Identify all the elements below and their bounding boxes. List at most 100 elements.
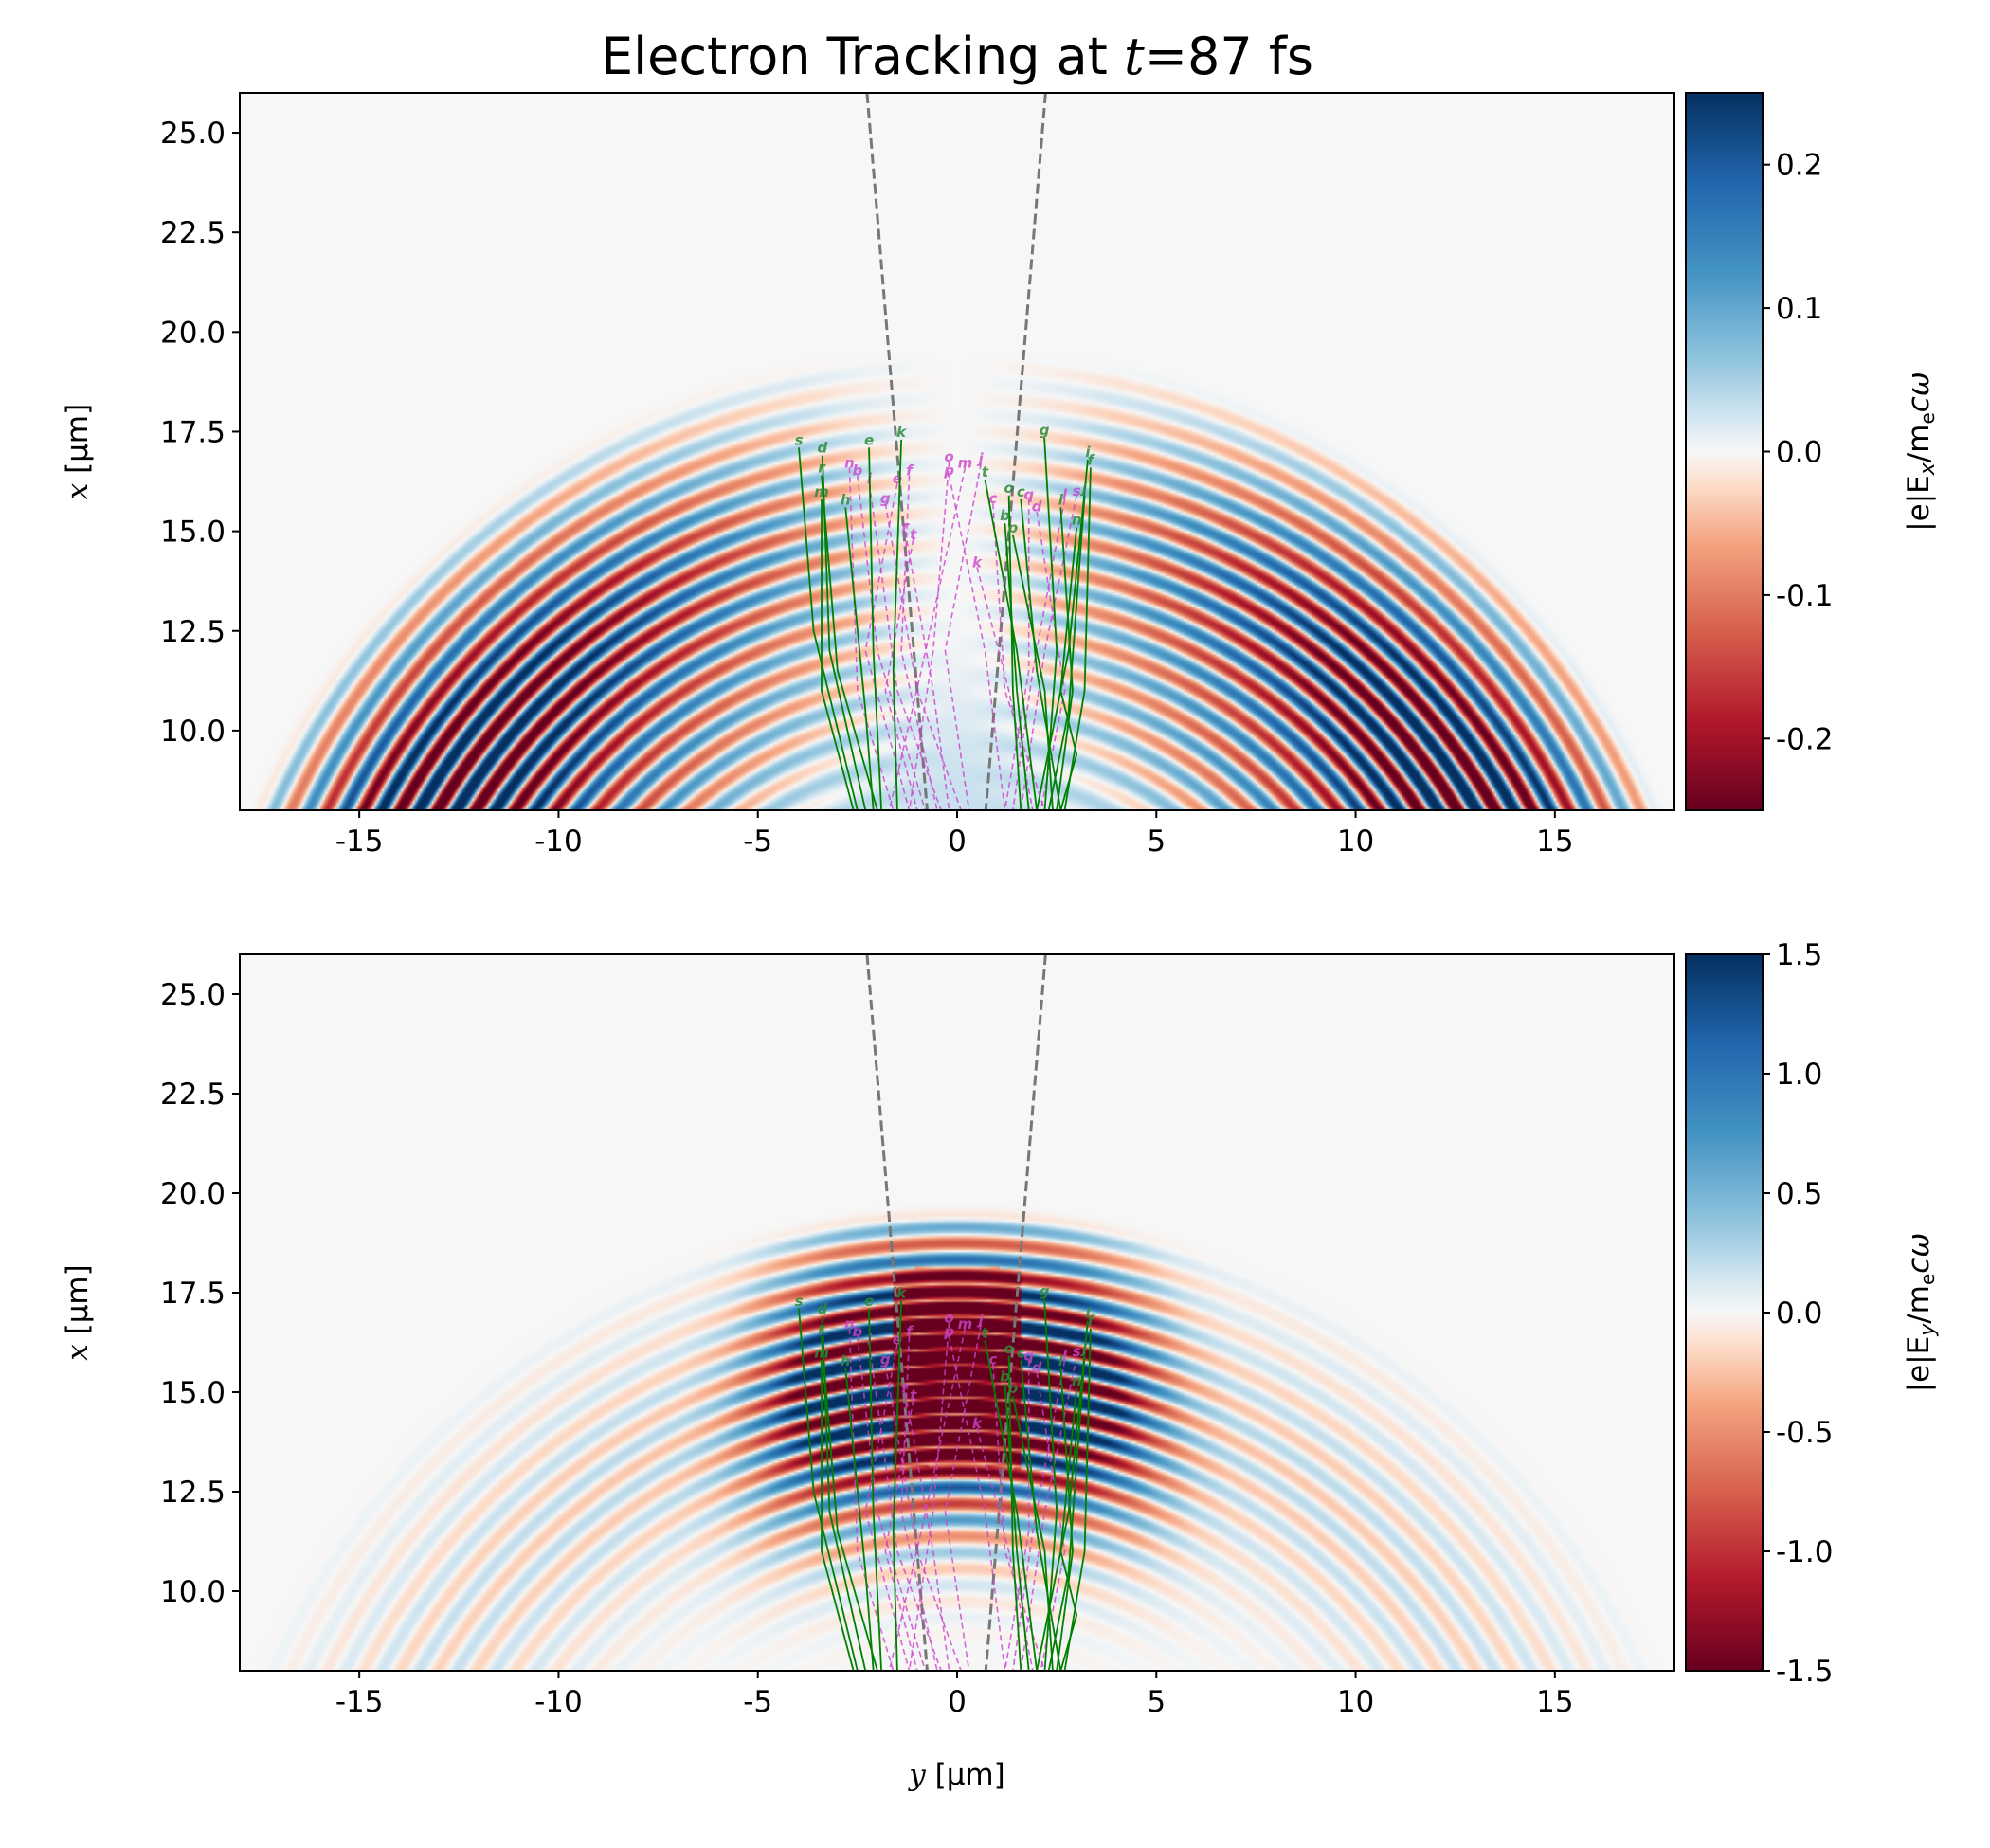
x-tick-label: 15 — [1536, 1685, 1573, 1719]
magenta-trajectory — [1036, 511, 1066, 810]
magenta-trajectory-label: l — [1062, 486, 1068, 503]
green-trajectory-label: f — [1088, 1313, 1096, 1330]
green-trajectory-label: g — [1040, 422, 1050, 439]
y-tick-label: 17.5 — [160, 1277, 226, 1311]
green-trajectory-label: n — [1072, 511, 1082, 528]
x-tick-label: 0 — [948, 824, 967, 859]
green-trajectory-label: p — [1007, 1380, 1019, 1397]
colorbar-tick-label: 0.1 — [1776, 292, 1822, 326]
magenta-trajectory — [848, 1328, 895, 1671]
green-trajectory-label: m — [814, 1344, 829, 1361]
magenta-trajectory-label: p — [943, 1323, 954, 1340]
green-trajectory-label: e — [864, 1293, 874, 1310]
green-trajectory — [1020, 498, 1062, 810]
x-axis-label: y [μm] — [907, 1758, 1004, 1792]
green-trajectory — [1047, 1356, 1086, 1671]
green-trajectory — [892, 439, 903, 810]
green-trajectory-label: l — [1058, 1352, 1064, 1369]
green-trajectory-label: f — [1088, 451, 1096, 468]
magenta-trajectory — [904, 531, 950, 810]
green-trajectory-label: p — [1007, 519, 1019, 536]
y-tick-label: 25.0 — [160, 978, 226, 1012]
magenta-trajectory — [1036, 1371, 1066, 1671]
colorbar-tick-label: -1.5 — [1776, 1655, 1834, 1689]
magenta-trajectory-label: e — [893, 1332, 902, 1349]
magenta-trajectory — [908, 461, 950, 810]
magenta-trajectory-label: o — [944, 1310, 953, 1327]
magenta-trajectory-label: q — [1023, 486, 1034, 503]
magenta-trajectory-label: c — [988, 1351, 997, 1368]
x-tick-label: -15 — [335, 1685, 384, 1719]
green-trajectory — [798, 1308, 859, 1671]
y-axis-label: x [μm] — [61, 1264, 95, 1360]
magenta-trajectory — [1020, 1356, 1077, 1671]
ex-field-heatmap — [240, 93, 1674, 810]
green-trajectory-label: m — [814, 483, 829, 500]
green-trajectory-label: i — [1085, 1304, 1091, 1321]
colorbar-tick-label: -0.2 — [1776, 722, 1834, 756]
magenta-trajectory — [900, 1336, 938, 1671]
magenta-trajectory-label: m — [958, 454, 973, 471]
green-trajectory-label: b — [1000, 507, 1010, 524]
figure-title: Electron Tracking at t=87 fs — [601, 27, 1313, 86]
colorbar-tick-label: 0.0 — [1776, 436, 1822, 470]
green-trajectory — [868, 447, 882, 810]
green-trajectory — [1011, 534, 1054, 810]
green-trajectory-label: c — [1017, 1344, 1025, 1361]
green-trajectory — [844, 507, 875, 810]
magenta-trajectory — [904, 1391, 950, 1671]
magenta-trajectory-label: t — [910, 526, 917, 543]
green-trajectory — [868, 1308, 882, 1671]
green-trajectory — [892, 1300, 903, 1671]
magenta-trajectory — [1012, 498, 1066, 810]
magenta-trajectory-label: f — [906, 1323, 914, 1340]
green-trajectory-label: n — [1072, 1372, 1082, 1389]
magenta-trajectory — [884, 538, 918, 810]
magenta-trajectory-label: r — [902, 1379, 911, 1396]
y-tick-label: 10.0 — [160, 715, 226, 749]
y-tick-label: 22.5 — [160, 216, 226, 250]
magenta-trajectory — [884, 1400, 918, 1671]
magenta-trajectory — [857, 1336, 927, 1671]
colorbar-tick-label: 0.2 — [1776, 149, 1822, 183]
y-axis-label: x [μm] — [61, 404, 95, 499]
green-trajectory-label: j — [1080, 1340, 1088, 1357]
x-tick-label: 10 — [1337, 1685, 1374, 1719]
magenta-trajectory — [888, 1328, 967, 1671]
magenta-trajectory-label: l — [1062, 1347, 1068, 1364]
green-trajectory-label: h — [841, 491, 851, 508]
green-trajectory — [984, 1340, 1039, 1671]
colorbar-tick-label: -0.1 — [1776, 579, 1834, 613]
y-tick-label: 20.0 — [160, 316, 226, 350]
green-trajectory — [1020, 1360, 1062, 1671]
green-trajectory-label: c — [1017, 483, 1025, 500]
magenta-trajectory-label: d — [1032, 1359, 1042, 1376]
magenta-trajectory-label: f — [906, 462, 914, 480]
green-trajectory-label: h — [841, 1352, 851, 1369]
magenta-trajectory-label: t — [910, 1386, 917, 1404]
x-tick-label: 10 — [1337, 824, 1374, 859]
y-tick-label: 17.5 — [160, 415, 226, 449]
colorbar-tick-label: -1.0 — [1776, 1535, 1834, 1569]
x-tick-label: -5 — [743, 1685, 772, 1719]
green-trajectory — [821, 498, 855, 810]
magenta-trajectory — [948, 475, 1006, 810]
green-trajectory — [1043, 437, 1058, 810]
green-trajectory-label: d — [817, 440, 827, 457]
magenta-trajectory-label: n — [844, 1315, 855, 1332]
green-trajectory — [844, 1368, 875, 1671]
y-tick-label: 25.0 — [160, 117, 226, 151]
magenta-trajectory-label: k — [972, 553, 983, 571]
x-tick-label: -15 — [335, 824, 384, 859]
magenta-trajectory-label: g — [880, 490, 891, 507]
green-trajectory-label: k — [896, 424, 907, 441]
y-tick-label: 10.0 — [160, 1575, 226, 1609]
green-trajectory — [1043, 1298, 1058, 1671]
x-tick-label: 0 — [948, 1685, 967, 1719]
magenta-trajectory-label: c — [988, 490, 997, 507]
green-trajectory-label: o — [1004, 1340, 1014, 1357]
green-trajectory-label: e — [864, 431, 874, 448]
green-trajectory-label: d — [817, 1300, 827, 1317]
green-trajectory — [1004, 1384, 1030, 1671]
